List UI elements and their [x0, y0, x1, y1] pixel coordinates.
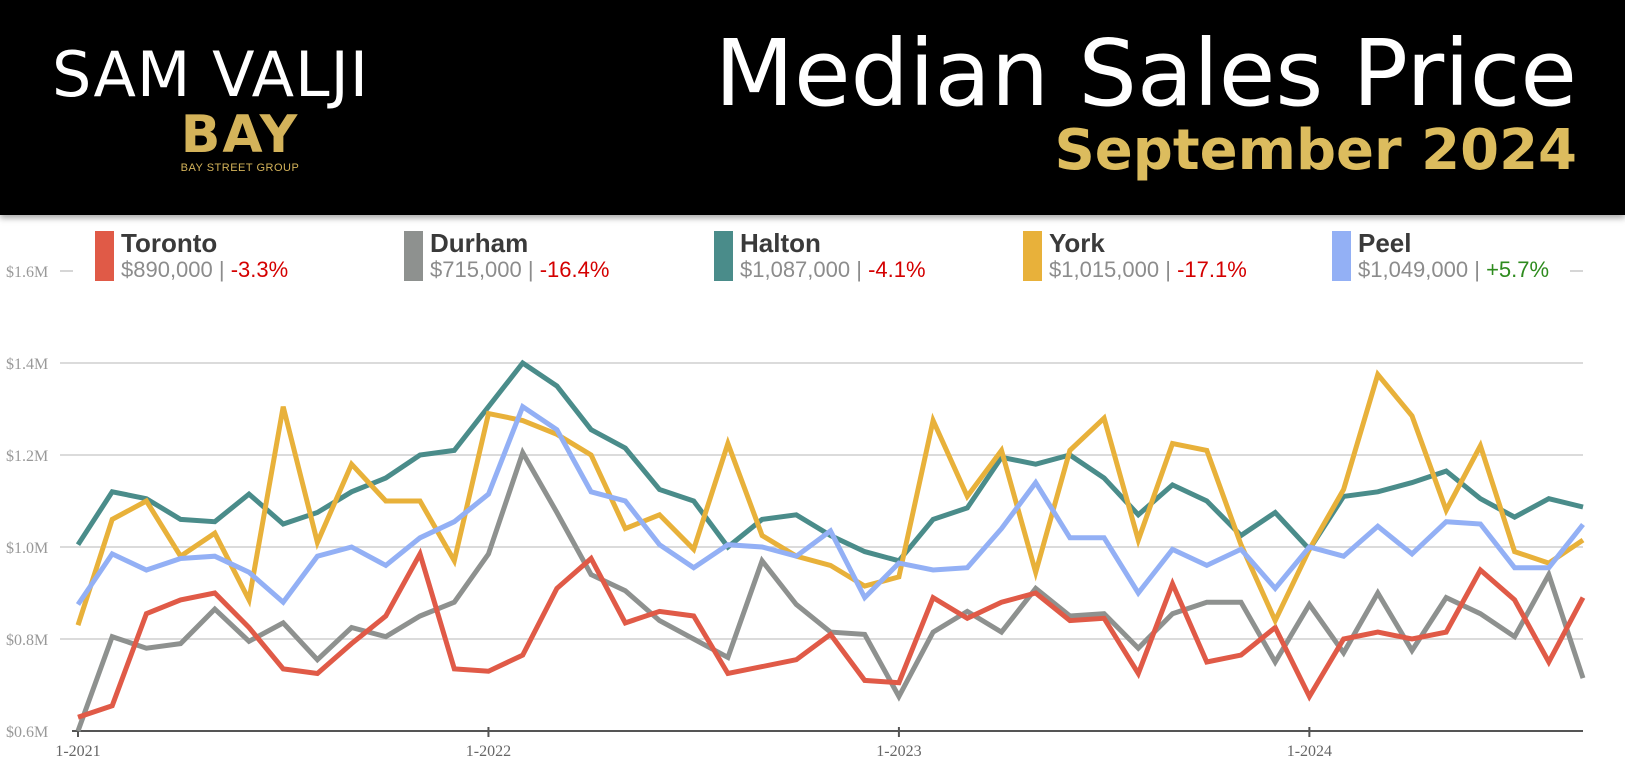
brand-tagline: BAY STREET GROUP — [180, 162, 300, 174]
legend-value-line: $1,087,000 | -4.1% — [740, 257, 926, 283]
series-line-york — [75, 369, 1585, 627]
legend-change: -3.3% — [230, 257, 289, 282]
legend-change: -16.4% — [539, 257, 610, 282]
y-axis-ticks: $0.6M $0.8M $1.0M $1.2M $1.4M $1.6M — [6, 264, 48, 741]
legend-separator: | — [850, 257, 869, 282]
legend-change: -4.1% — [868, 257, 926, 282]
y-tick-label: $1.6M — [6, 264, 48, 281]
legend-value-line: $1,049,000 | +5.7% — [1358, 257, 1549, 283]
legend-swatch — [404, 231, 423, 281]
chart-series — [75, 359, 1586, 732]
x-tick-label: 1-2023 — [876, 743, 921, 760]
page-title: Median Sales Price — [714, 20, 1577, 127]
series-line-peel — [75, 402, 1585, 606]
legend-value: $1,049,000 — [1358, 257, 1469, 282]
brand-name: SAM VALJI — [52, 38, 370, 111]
x-axis: 1-2021 1-2022 1-2023 1-2024 — [55, 727, 1583, 760]
legend-value: $1,015,000 — [1049, 257, 1160, 282]
x-tick-label: 1-2024 — [1287, 743, 1332, 760]
legend-value-line: $715,000 | -16.4% — [430, 257, 609, 283]
legend-value-line: $1,015,000 | -17.1% — [1049, 257, 1247, 283]
legend-change: -17.1% — [1177, 257, 1247, 282]
y-tick-label: $1.0M — [6, 540, 48, 557]
legend-separator: | — [1468, 257, 1487, 282]
brand-logo-mark: BAY — [180, 105, 300, 165]
x-tick-label: 1-2021 — [55, 743, 100, 760]
legend-value: $890,000 — [121, 257, 213, 282]
x-tick-label: 1-2022 — [466, 743, 511, 760]
legend-name: York — [1049, 228, 1105, 258]
legend-value-line: $890,000 | -3.3% — [121, 257, 288, 283]
legend-value: $1,087,000 — [740, 257, 851, 282]
legend-name: Toronto — [121, 228, 218, 258]
chart-gridlines — [60, 270, 1583, 640]
legend-separator: | — [1159, 257, 1178, 282]
legend-swatch — [1332, 231, 1351, 281]
legend-name: Durham — [430, 228, 529, 258]
legend-swatch — [95, 231, 114, 281]
page-subtitle: September 2024 — [1054, 118, 1577, 183]
y-tick-label: $1.2M — [6, 448, 48, 465]
header-banner: SAM VALJI BAY BAY STREET GROUP Median Sa… — [0, 0, 1625, 215]
legend-change: +5.7% — [1486, 257, 1550, 282]
legend-swatch — [1023, 231, 1042, 281]
brand-logo: BAY BAY STREET GROUP — [160, 108, 320, 174]
legend-name: Halton — [740, 228, 821, 258]
legend-separator: | — [212, 257, 231, 282]
legend-name: Peel — [1358, 228, 1412, 258]
y-tick-label: $1.4M — [6, 356, 48, 373]
y-tick-label: $0.8M — [6, 632, 48, 649]
series-line-toronto — [77, 547, 1586, 720]
y-tick-label: $0.6M — [6, 724, 48, 741]
legend-swatch — [714, 231, 733, 281]
legend-value: $715,000 — [430, 257, 522, 282]
legend-separator: | — [521, 257, 540, 282]
